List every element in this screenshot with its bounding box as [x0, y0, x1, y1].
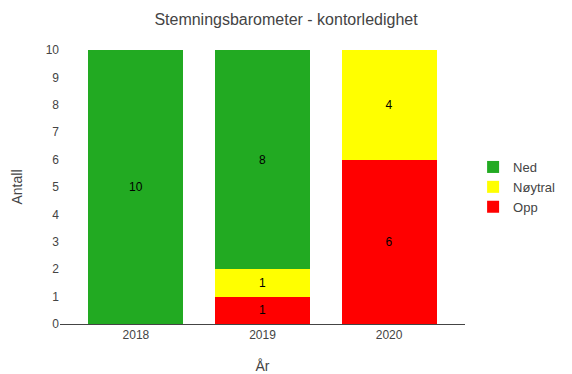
svg-text:8: 8 [259, 153, 266, 167]
svg-text:3: 3 [52, 235, 59, 249]
svg-text:År: År [256, 358, 270, 374]
svg-text:Ned: Ned [513, 160, 537, 175]
svg-text:Stemningsbarometer - kontorled: Stemningsbarometer - kontorledighet [154, 11, 418, 28]
svg-text:5: 5 [52, 180, 59, 194]
svg-text:2018: 2018 [123, 328, 150, 342]
svg-text:7: 7 [52, 125, 59, 139]
svg-text:10: 10 [46, 43, 60, 57]
svg-text:9: 9 [52, 71, 59, 85]
svg-text:Antall: Antall [9, 169, 25, 204]
svg-text:8: 8 [52, 98, 59, 112]
svg-text:2: 2 [52, 262, 59, 276]
svg-text:0: 0 [52, 317, 59, 331]
svg-text:1: 1 [259, 276, 266, 290]
svg-text:2020: 2020 [376, 328, 403, 342]
svg-text:10: 10 [129, 180, 143, 194]
svg-text:1: 1 [259, 303, 266, 317]
svg-text:6: 6 [386, 235, 393, 249]
svg-text:1: 1 [52, 290, 59, 304]
svg-text:4: 4 [386, 98, 393, 112]
svg-text:2019: 2019 [249, 328, 276, 342]
svg-text:4: 4 [52, 208, 59, 222]
svg-text:6: 6 [52, 153, 59, 167]
svg-text:Opp: Opp [513, 200, 538, 215]
svg-text:Nøytral: Nøytral [513, 180, 555, 195]
